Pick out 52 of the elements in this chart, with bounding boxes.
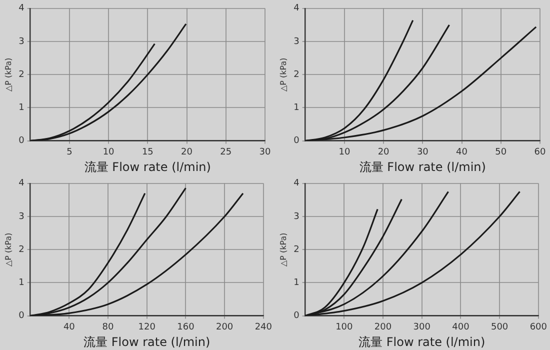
x-tick-label: 20 — [378, 148, 390, 158]
y-tick-label: 0 — [294, 311, 300, 322]
x-tick-label: 100 — [336, 322, 354, 333]
y-axis-title: △P (kPa) — [4, 58, 13, 92]
y-tick-label: 2 — [18, 244, 24, 255]
y-tick-label: 3 — [18, 36, 24, 47]
y-tick-label: 1 — [294, 278, 300, 288]
x-tick-label: 25 — [220, 148, 232, 158]
y-axis-title: △P (kPa) — [278, 232, 288, 266]
x-tick-label: 50 — [495, 148, 507, 158]
x-tick-label: 30 — [259, 148, 271, 158]
y-tick-label: 0 — [294, 136, 300, 146]
y-tick-label: 0 — [18, 136, 25, 146]
y-tick-label: 4 — [294, 178, 300, 189]
y-tick-label: 3 — [294, 212, 300, 222]
x-tick-label: 200 — [216, 322, 234, 333]
x-tick-label: 400 — [452, 322, 470, 333]
x-tick-label: 600 — [530, 322, 548, 333]
y-axis-title: △P (kPa) — [278, 58, 288, 92]
x-tick-label: 5 — [66, 148, 72, 158]
x-tick-label: 120 — [138, 322, 156, 333]
y-tick-label: 2 — [294, 244, 300, 255]
y-tick-label: 4 — [18, 178, 25, 189]
x-tick-label: 240 — [254, 322, 272, 333]
x-tick-label: 60 — [534, 148, 546, 158]
y-tick-label: 4 — [294, 4, 300, 14]
y-tick-label: 1 — [18, 278, 24, 288]
x-tick-label: 10 — [102, 148, 115, 158]
y-tick-label: 3 — [18, 212, 24, 222]
x-axis-title: 流量 Flow rate (l/min) — [84, 334, 210, 349]
y-tick-label: 1 — [294, 103, 300, 114]
y-tick-label: 2 — [18, 70, 24, 80]
x-tick-label: 500 — [490, 322, 508, 333]
y-tick-label: 0 — [18, 311, 25, 322]
x-tick-label: 40 — [63, 322, 76, 333]
y-tick-label: 2 — [294, 70, 300, 80]
x-tick-label: 20 — [181, 148, 193, 158]
x-tick-label: 80 — [102, 322, 114, 333]
y-tick-label: 1 — [18, 103, 24, 114]
x-tick-label: 200 — [374, 322, 392, 333]
x-tick-label: 300 — [413, 322, 431, 333]
x-tick-label: 30 — [416, 148, 429, 158]
y-axis-title: △P (kPa) — [4, 232, 13, 266]
y-tick-label: 3 — [294, 36, 300, 47]
x-axis-title: 流量 Flow rate (l/min) — [84, 160, 211, 174]
x-axis-title: 流量 Flow rate (l/min) — [359, 160, 486, 174]
x-tick-label: 40 — [456, 148, 468, 158]
x-tick-label: 15 — [142, 148, 154, 158]
y-tick-label: 4 — [18, 4, 25, 14]
x-axis-title: 流量 Flow rate (l/min) — [358, 334, 486, 349]
x-tick-label: 160 — [177, 322, 195, 333]
x-tick-label: 10 — [338, 148, 350, 158]
